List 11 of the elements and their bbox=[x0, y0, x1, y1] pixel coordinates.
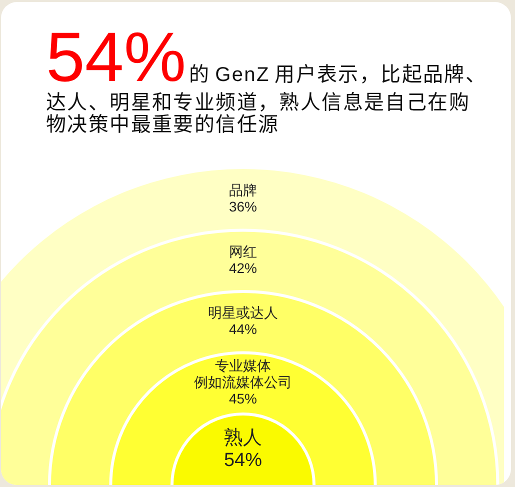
data-label: 44% bbox=[228, 321, 258, 338]
category-label: 专业媒体例如流媒体公司 bbox=[194, 358, 292, 390]
data-label: 36% bbox=[228, 198, 258, 215]
category-label: 品牌 bbox=[229, 182, 257, 198]
category-label: 熟人 bbox=[224, 428, 262, 449]
data-label: 54% bbox=[224, 450, 262, 471]
category-label: 网红 bbox=[229, 243, 257, 260]
data-label: 42% bbox=[228, 260, 258, 276]
category-label: 明星或达人 bbox=[208, 304, 278, 321]
text: 54%的 GenZ 用户表示，比起品牌、达人、明星和专业频道，熟人信息是自己在购物决策中最重要的信任源 bbox=[46, 18, 487, 136]
data-label: 45% bbox=[228, 390, 258, 407]
